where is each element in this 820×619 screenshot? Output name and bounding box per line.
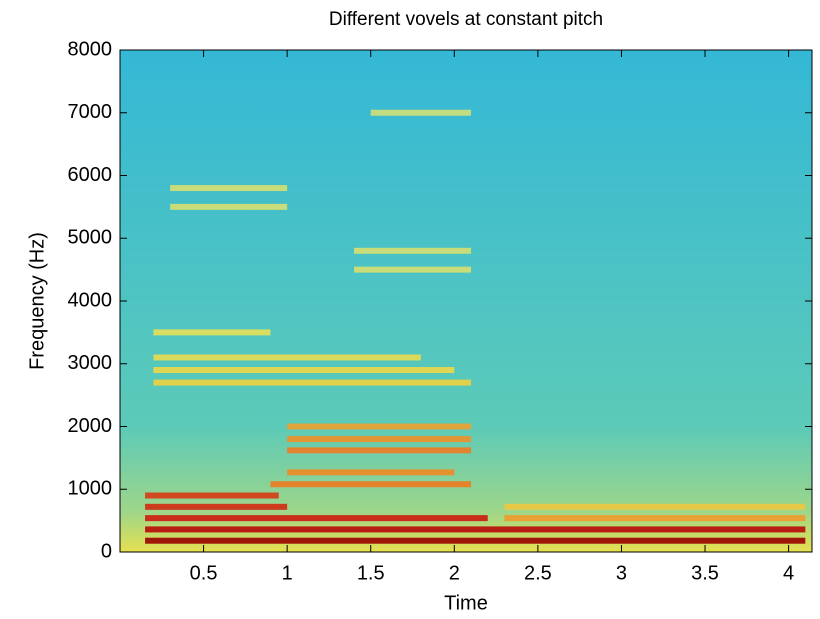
y-tick-label: 8000: [68, 38, 113, 60]
harmonic-band: [153, 354, 421, 361]
harmonic-band: [170, 203, 288, 210]
x-tick-label: 3.5: [691, 562, 719, 584]
y-axis-label: Frequency (Hz): [26, 232, 48, 370]
y-tick-label: 4000: [68, 289, 113, 311]
y-tick-label: 5000: [68, 227, 113, 249]
x-tick-label: 0.5: [190, 562, 218, 584]
harmonic-band: [153, 329, 271, 336]
harmonic-band: [354, 247, 472, 254]
harmonic-band: [170, 185, 288, 192]
x-tick-label: 2: [449, 562, 460, 584]
y-tick-label: 2000: [68, 415, 113, 437]
y-tick-label: 7000: [68, 101, 113, 123]
harmonic-band: [287, 447, 472, 454]
chart-title: Different vovels at constant pitch: [329, 9, 603, 30]
x-tick-label: 4: [783, 562, 794, 584]
x-axis-label: Time: [444, 592, 488, 614]
x-tick-label: 3: [616, 562, 627, 584]
harmonic-band: [354, 266, 472, 273]
harmonic-band: [145, 515, 488, 522]
y-tick-label: 1000: [68, 478, 113, 500]
harmonic-band: [504, 515, 806, 522]
x-tick-label: 1.5: [357, 562, 385, 584]
harmonic-band: [270, 481, 472, 488]
y-tick-label: 3000: [68, 352, 113, 374]
y-tick-label: 0: [101, 540, 112, 562]
harmonic-band: [145, 537, 806, 544]
harmonic-band: [145, 492, 279, 499]
harmonic-band: [287, 423, 472, 430]
harmonic-band: [153, 379, 472, 386]
harmonic-band: [504, 503, 806, 510]
harmonic-band: [370, 109, 472, 116]
harmonic-band: [145, 526, 806, 533]
x-tick-label: 1: [282, 562, 293, 584]
plot-background: [120, 50, 812, 552]
harmonic-band: [287, 469, 455, 476]
harmonic-band: [153, 367, 455, 374]
y-tick-label: 6000: [68, 164, 113, 186]
x-tick-label: 2.5: [524, 562, 552, 584]
harmonic-band: [287, 436, 472, 443]
harmonic-band: [145, 503, 288, 510]
